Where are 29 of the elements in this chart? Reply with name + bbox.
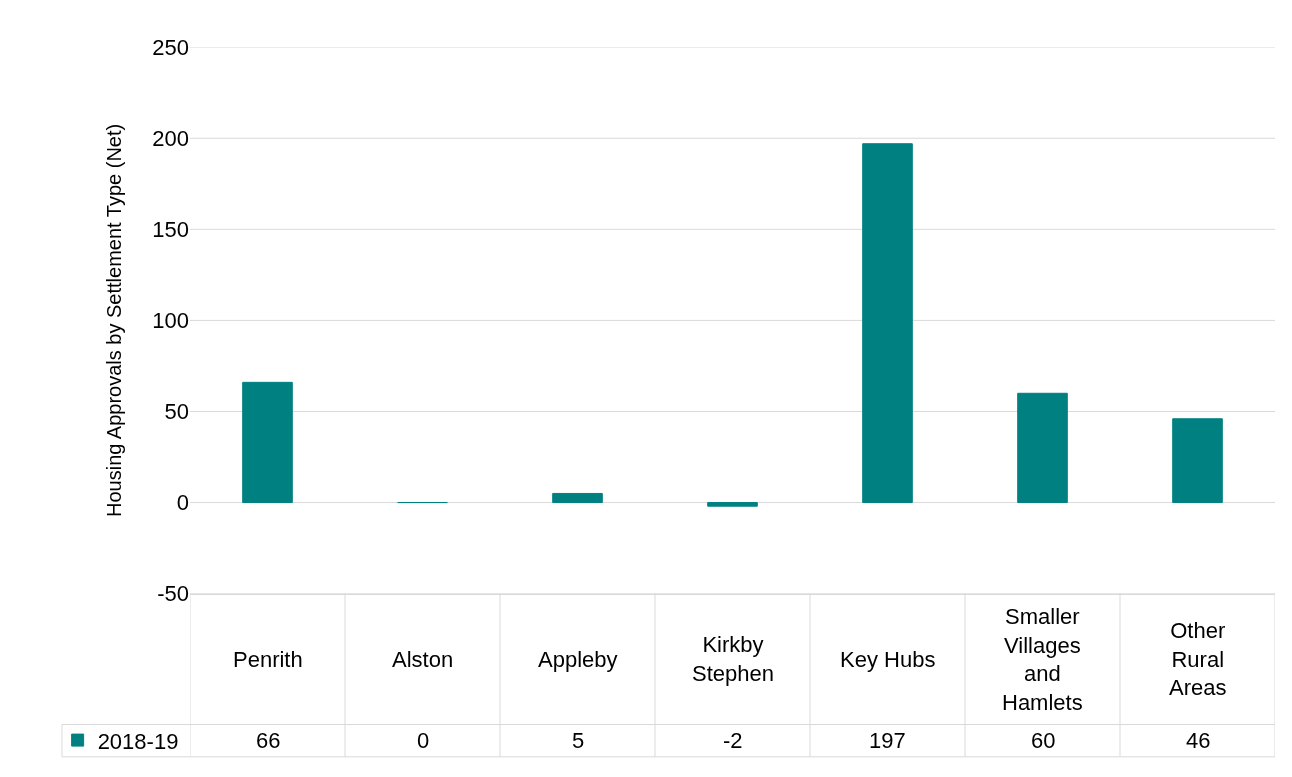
data-label: 46 — [1186, 728, 1211, 753]
y-tick-label: 50 — [164, 399, 189, 425]
bar — [242, 381, 293, 504]
y-tick-label: -50 — [157, 581, 189, 607]
x-tick-label: Penrith — [233, 647, 303, 672]
y-tick-label: 100 — [152, 308, 189, 334]
y-tick-label: 0 — [176, 490, 189, 516]
data-label: 5 — [572, 728, 585, 753]
y-axis-title: Housing Approvals by Settlement Type (Net) — [102, 123, 125, 517]
bar — [1017, 392, 1068, 504]
legend-label: 2018-19 — [97, 728, 179, 754]
x-tick-label: Alston — [392, 647, 454, 672]
data-label: -2 — [723, 728, 743, 753]
bar — [707, 502, 758, 507]
data-label: 0 — [417, 728, 430, 753]
data-label: 66 — [256, 728, 281, 753]
y-tick-label: 200 — [152, 125, 189, 151]
data-label: 60 — [1031, 728, 1056, 753]
bar — [1172, 418, 1223, 504]
x-tick-label: Appleby — [538, 647, 618, 672]
data-label: 197 — [869, 728, 906, 753]
y-tick-label: 150 — [152, 217, 189, 243]
x-tick-label: Smaller Villages and Hamlets — [1002, 604, 1083, 715]
x-tick-label: Kirkby Stephen — [692, 632, 774, 686]
bar — [552, 492, 603, 504]
x-tick-label: Other Rural Areas — [1169, 618, 1227, 701]
y-tick-label: 250 — [152, 34, 189, 60]
x-tick-label: Key Hubs — [840, 647, 936, 672]
bar — [862, 143, 913, 504]
